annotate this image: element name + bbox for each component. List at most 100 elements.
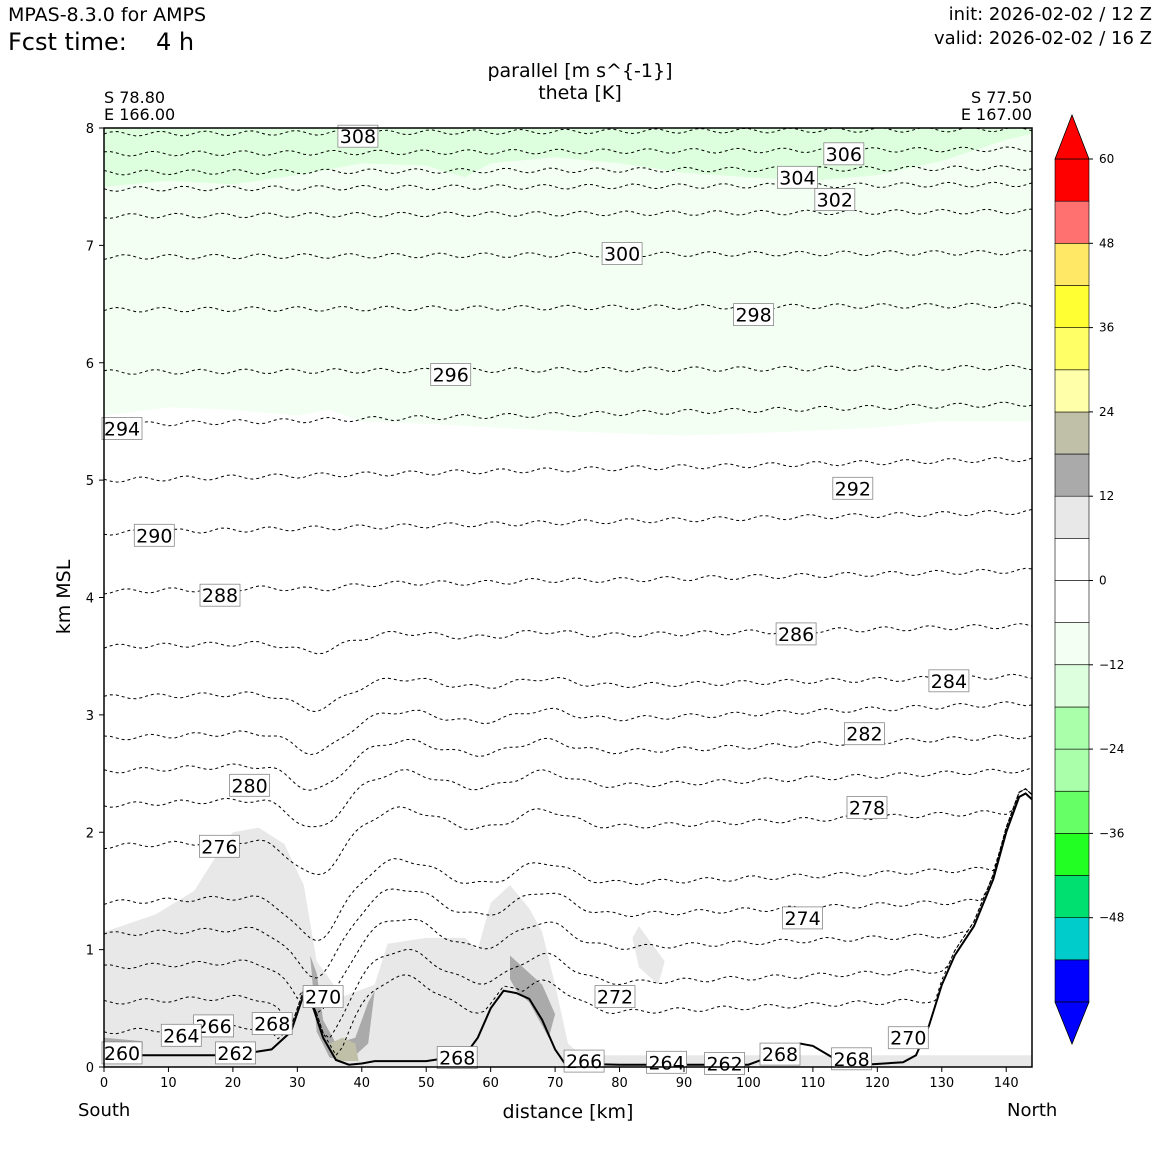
terrain-layer (104, 792, 1032, 1066)
theta-contour (104, 767, 1032, 828)
x-tick-label: 120 (865, 1076, 890, 1091)
theta-label-text: 260 (104, 1043, 140, 1065)
theta-label: 288 (199, 583, 241, 607)
y-tick-label: 2 (86, 826, 94, 841)
theta-label: 262 (704, 1052, 745, 1076)
theta-label-text: 290 (136, 525, 172, 547)
theta-label-text: 268 (439, 1048, 475, 1070)
theta-label-text: 306 (826, 144, 862, 166)
theta-label-text: 308 (340, 126, 376, 148)
wind-fill-plus18 (329, 1037, 359, 1062)
x-tick-label: 30 (289, 1076, 306, 1091)
theta-label: 290 (133, 523, 175, 547)
x-tick-label: 0 (100, 1076, 108, 1091)
theta-label: 272 (594, 985, 636, 1009)
theta-label-box (704, 1052, 745, 1075)
theta-label: 304 (777, 165, 818, 189)
colorbar-band (1054, 327, 1090, 371)
theta-label: 262 (215, 1041, 256, 1065)
theta-contour (104, 401, 1032, 428)
theta-label: 268 (436, 1046, 478, 1070)
colorbar-band (1054, 495, 1090, 539)
y-tick-label: 7 (86, 239, 94, 254)
theta-label-text: 296 (433, 365, 469, 387)
theta-label-text: 280 (231, 775, 267, 797)
theta-label-box (887, 1026, 929, 1050)
x-tick-label: 50 (418, 1076, 435, 1091)
left-endpoint: S 78.80 E 166.00 (104, 89, 175, 123)
theta-label: 282 (844, 722, 885, 746)
y-tick-label: 5 (86, 474, 94, 489)
colorbar-tick-label: 36 (1099, 321, 1114, 335)
y-axis-label: km MSL (53, 559, 75, 634)
theta-label: 268 (251, 1012, 293, 1036)
theta-label-text: 262 (217, 1043, 253, 1065)
theta-label-box (302, 985, 344, 1008)
theta-contour (104, 788, 1032, 979)
theta-contour (104, 457, 1032, 483)
theta-label: 274 (782, 906, 823, 930)
init-time: init: 2026-02-02 / 12 Z (948, 4, 1152, 25)
theta-label-box (215, 1041, 256, 1065)
theta-label-text: 268 (254, 1014, 290, 1036)
y-tick-label: 3 (86, 709, 94, 724)
theta-contour (104, 165, 1032, 176)
theta-label: 270 (302, 985, 344, 1009)
theta-label-text: 262 (706, 1054, 742, 1076)
theta-label: 302 (814, 188, 856, 212)
theta-label-box (823, 142, 865, 166)
theta-label: 260 (101, 1041, 143, 1065)
theta-label-box (733, 303, 774, 327)
colorbar-band (1054, 706, 1090, 750)
colorbar-band (1054, 200, 1090, 244)
chart-title-line1: parallel [m s^{-1}] (487, 60, 673, 82)
theta-label-box (133, 523, 175, 547)
colorbar-band (1054, 622, 1090, 665)
theta-label-text: 268 (762, 1044, 798, 1066)
colorbar-tick-label: −12 (1099, 658, 1124, 672)
wind-fill-plus12 (310, 955, 375, 1062)
theta-label: 278 (846, 796, 888, 820)
theta-label: 294 (101, 417, 143, 441)
colorbar-extend-bottom (1054, 1001, 1090, 1046)
theta-label-box (251, 1012, 293, 1035)
x-tick-label: 140 (994, 1076, 1019, 1091)
axes-layer: 0 10 20 30 40 50 60 70 80 90 100 110 120 130 140 0 1 2 3 4 5… (86, 122, 1019, 1091)
theta-label-box (601, 242, 643, 266)
colorbar-band (1054, 411, 1090, 455)
theta-label-box (101, 417, 143, 440)
theta-contour (104, 181, 1032, 192)
theta-label-text: 266 (566, 1051, 602, 1073)
x-tick-label: 40 (354, 1076, 371, 1091)
theta-label: 264 (160, 1023, 202, 1047)
theta-contour (104, 146, 1032, 157)
theta-label-box (832, 476, 874, 500)
colorbar-tick-label: 24 (1099, 405, 1114, 419)
y-tick-label: 4 (86, 592, 94, 607)
x-tick-label: 60 (482, 1076, 499, 1091)
direction-south: South (78, 1100, 131, 1121)
theta-label-box (229, 773, 271, 797)
theta-contour (104, 128, 1032, 137)
theta-label: 266 (563, 1049, 605, 1073)
theta-label-text: 300 (604, 244, 640, 266)
theta-label: 266 (193, 1014, 235, 1038)
colorbar-tick-label: −24 (1099, 742, 1124, 756)
right-endpoint: S 77.50 E 167.00 (961, 89, 1032, 123)
theta-label-text: 270 (890, 1028, 926, 1050)
colorbar-tick-label: 0 (1099, 574, 1107, 588)
colorbar-band (1054, 537, 1090, 581)
theta-label: 306 (823, 142, 865, 166)
y-tick-label: 8 (86, 122, 94, 137)
theta-label-box (928, 669, 970, 693)
theta-label: 276 (198, 834, 240, 858)
theta-label-box (436, 1046, 478, 1069)
theta-contour (104, 208, 1032, 219)
y-tick-label: 6 (86, 357, 94, 372)
colorbar-band (1054, 748, 1090, 792)
colorbar-band (1054, 285, 1090, 328)
y-tick-label: 1 (86, 944, 94, 959)
theta-label-text: 292 (835, 478, 871, 500)
theta-label-box (777, 165, 818, 189)
